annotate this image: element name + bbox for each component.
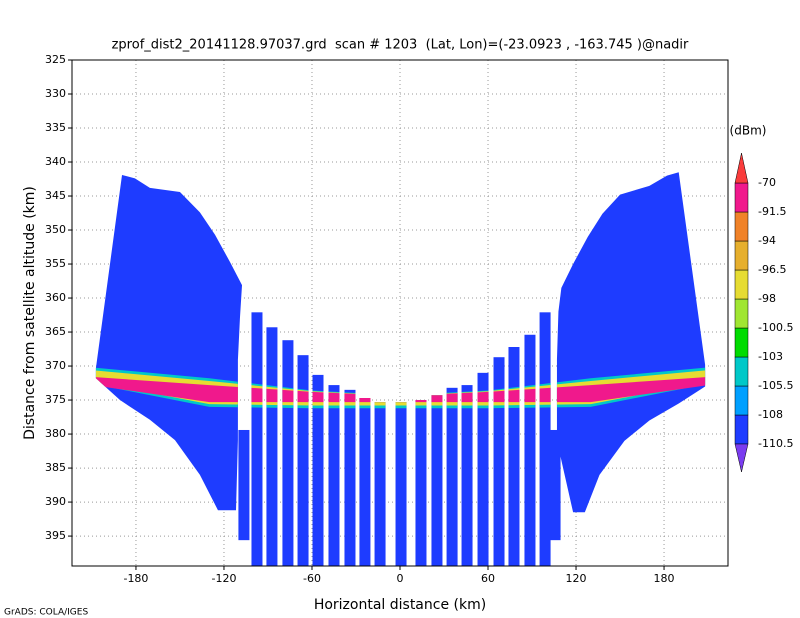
swath-column [395,402,407,566]
colorbar-label: -91.5 [758,205,786,218]
swath-column [549,429,561,541]
swath-column [461,385,473,566]
colorbar-box [734,298,749,329]
colorbar-label: -105.5 [758,379,793,392]
swath-column [344,389,356,566]
colorbar-box [734,182,749,213]
swath-column [282,340,294,566]
colorbar-label: -70 [758,176,776,189]
y-tick-label: 380 [45,427,66,440]
x-tick-label: 0 [397,572,404,585]
swath-column [266,327,278,566]
x-tick-label: -60 [303,572,321,585]
colorbar-label: -100.5 [758,321,793,334]
colorbar-label: -110.5 [758,437,793,450]
colorbar-box [734,356,749,387]
y-tick-label: 365 [45,325,66,338]
colorbar-label: -103 [758,350,783,363]
x-tick-label: 180 [654,572,675,585]
swath-column [539,312,551,566]
colorbar-box [734,385,749,416]
chart-title: zprof_dist2_20141128.97037.grd scan # 12… [112,38,689,53]
colorbar-box [734,240,749,271]
swath-column [431,395,443,566]
swath-column [312,374,324,566]
y-tick-label: 335 [45,121,66,134]
swath-column [238,429,250,541]
y-tick-label: 340 [45,155,66,168]
swath-column [508,347,520,566]
colorbar-top [734,152,749,184]
y-tick-label: 350 [45,223,66,236]
swath-column [251,312,263,566]
x-axis-label: Horizontal distance (km) [314,597,486,613]
colorbar-label: -108 [758,408,783,421]
y-tick-label: 345 [45,189,66,202]
footer: GrADS: COLA/IGES [4,608,88,618]
colorbar-label: -96.5 [758,263,786,276]
colorbar-box [734,211,749,242]
swath-column [524,334,536,566]
y-tick-label: 395 [45,529,66,542]
swath-column [359,398,371,566]
y-tick-label: 370 [45,359,66,372]
swath-column [297,355,309,566]
colorbar-box [734,327,749,358]
swath [95,174,243,511]
colorbar-unit: (dBm) [730,124,767,138]
swath-column [477,372,489,566]
y-tick-label: 330 [45,87,66,100]
x-tick-label: 60 [481,572,495,585]
plot-frame [71,59,729,567]
colorbar-label: -94 [758,234,776,247]
y-tick-label: 375 [45,393,66,406]
y-tick-label: 325 [45,53,66,66]
y-axis-label: Distance from satellite altitude (km) [22,186,38,440]
y-tick-label: 385 [45,461,66,474]
swath [556,172,706,513]
x-tick-label: -180 [123,572,148,585]
x-tick-label: 120 [566,572,587,585]
swath-column [446,387,458,566]
colorbar-bottom [734,443,749,473]
colorbar-label: -98 [758,292,776,305]
y-tick-label: 355 [45,257,66,270]
swath-column [415,400,427,566]
x-tick-label: -120 [211,572,236,585]
y-tick-label: 390 [45,495,66,508]
swath-column [374,402,386,566]
swath-column [493,357,505,566]
colorbar-box [734,414,749,445]
swath-column [328,385,340,566]
y-tick-label: 360 [45,291,66,304]
colorbar-box [734,269,749,300]
